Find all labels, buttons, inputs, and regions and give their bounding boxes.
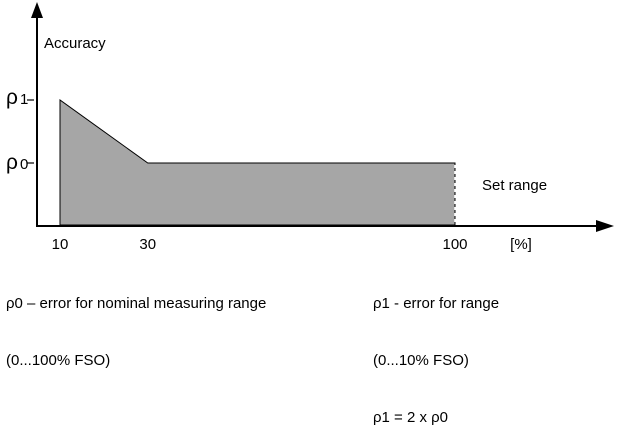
y-tick-subscript: 1	[20, 91, 28, 108]
y-tick-symbol: ρ	[6, 86, 18, 109]
rho0-definition-line: ρ0 – error for nominal measuring range	[6, 295, 267, 312]
accuracy-area	[59, 99, 456, 226]
rho0-definition: ρ0 – error for nominal measuring range (…	[6, 256, 266, 389]
x-axis-unit: [%]	[510, 236, 532, 253]
x-tick-label-10: 10	[52, 236, 69, 253]
y-axis-arrow	[31, 2, 43, 18]
rho1-formula: ρ1 = 2 x ρ0	[373, 409, 449, 426]
rho1-definition-range: (0...10% FSO)	[373, 352, 469, 369]
set-range-label: Set range	[482, 177, 547, 194]
rho1-definition: ρ1 - error for range (0...10% FSO) ρ1 = …	[373, 256, 499, 446]
y-tick-symbol: ρ	[6, 151, 18, 174]
y-tick-subscript: 0	[20, 156, 28, 173]
rho1-definition-line: ρ1 - error for range	[373, 295, 500, 312]
rho0-definition-range: (0...100% FSO)	[6, 352, 111, 369]
x-tick-label-100: 100	[442, 236, 467, 253]
x-axis-arrow	[596, 220, 614, 232]
x-tick-label-30: 30	[139, 236, 156, 253]
y-axis-label: Accuracy	[44, 35, 106, 52]
